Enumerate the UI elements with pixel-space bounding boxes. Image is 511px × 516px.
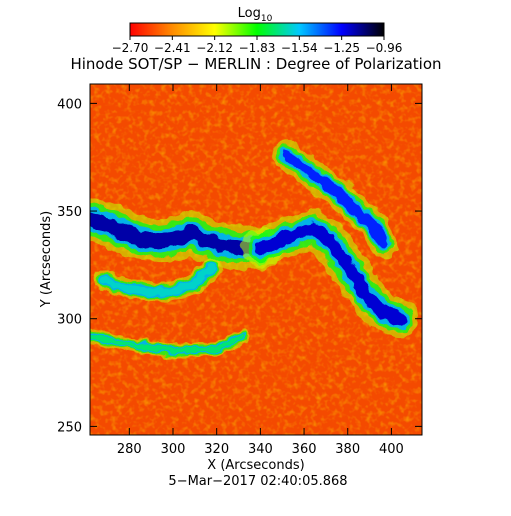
colorbar-label: Log10: [238, 6, 273, 24]
heatmap-image: [90, 84, 422, 435]
x-tick-label-360: 360: [292, 442, 317, 457]
colorbar-tick-label-5: −1.25: [323, 41, 360, 55]
heatmap-structures: [90, 140, 420, 359]
timestamp-footer: 5−Mar−2017 02:40:05.868: [168, 474, 347, 489]
y-tick-label-250: 250: [57, 420, 82, 435]
y-tick-label-400: 400: [57, 97, 82, 112]
colorbar-tick-label-4: −1.54: [281, 41, 318, 55]
y-axis-ticks: [90, 102, 422, 427]
x-tick-label-400: 400: [379, 442, 404, 457]
colorbar-tick-label-6: −0.96: [366, 41, 403, 55]
colorbar: Log10 −2.70 −2.41 −2.12 −1.83 −1.54 −1.2…: [112, 6, 403, 55]
network-lane-right-layer-3: [253, 221, 407, 326]
colorbar-bar: [129, 22, 385, 37]
x-tick-label-340: 340: [248, 442, 273, 457]
y-axis-label: Y (Arcseconds): [39, 211, 54, 308]
colorbar-tick-label-2: −2.12: [196, 41, 233, 55]
x-tick-label-300: 300: [161, 442, 186, 457]
plot-frame: [89, 83, 423, 436]
colorbar-tick-label-1: −2.41: [154, 41, 191, 55]
x-axis-ticks: [128, 84, 392, 435]
network-lane-lower-layer-3: [90, 333, 246, 354]
x-tick-label-280: 280: [117, 442, 142, 457]
y-tick-label-350: 350: [57, 205, 82, 220]
colorbar-tick-label-3: −1.83: [239, 41, 276, 55]
x-axis-label: X (Arcseconds): [207, 458, 304, 473]
colorbar-ticks: [129, 36, 385, 40]
x-tick-label-320: 320: [204, 442, 229, 457]
y-tick-label-300: 300: [57, 313, 82, 328]
network-lane-midleft-layer-3: [99, 263, 216, 297]
chart-title: Hinode SOT/SP − MERLIN : Degree of Polar…: [70, 55, 441, 73]
x-tick-label-380: 380: [335, 442, 360, 457]
network-lane-upper-layer-3: [281, 150, 388, 249]
network-lane-left-layer-3: [90, 212, 268, 256]
colorbar-tick-label-0: −2.70: [112, 41, 149, 55]
